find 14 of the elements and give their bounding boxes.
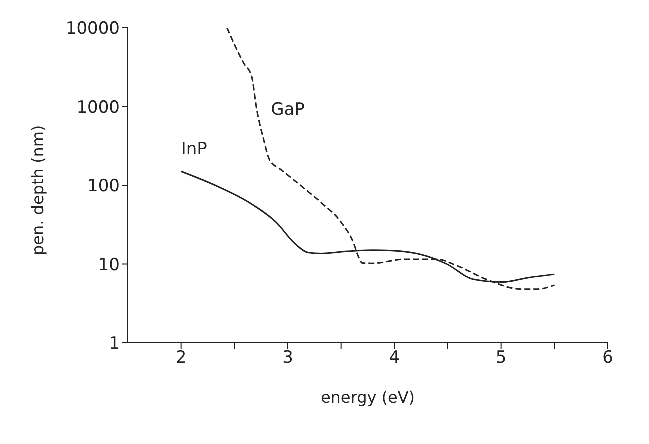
x-axis-title: energy (eV) <box>320 388 416 407</box>
x-tick-label: 4 <box>389 348 400 368</box>
y-tick-label: 1 <box>109 334 120 354</box>
y-tick-label: 10 <box>98 255 120 276</box>
x-tick-label: 6 <box>602 348 614 368</box>
y-tick-label: 10000 <box>66 19 120 40</box>
series-label: InP <box>181 139 208 160</box>
y-tick-label: 1000 <box>76 98 120 118</box>
x-tick-label: 2 <box>176 348 187 368</box>
y-axis-title: pen. depth (nm) <box>28 125 48 256</box>
x-tick-label: 5 <box>496 348 507 368</box>
x-tick-label: 3 <box>282 348 294 368</box>
series-label: GaP <box>271 100 305 120</box>
y-tick-label: 100 <box>88 176 120 197</box>
